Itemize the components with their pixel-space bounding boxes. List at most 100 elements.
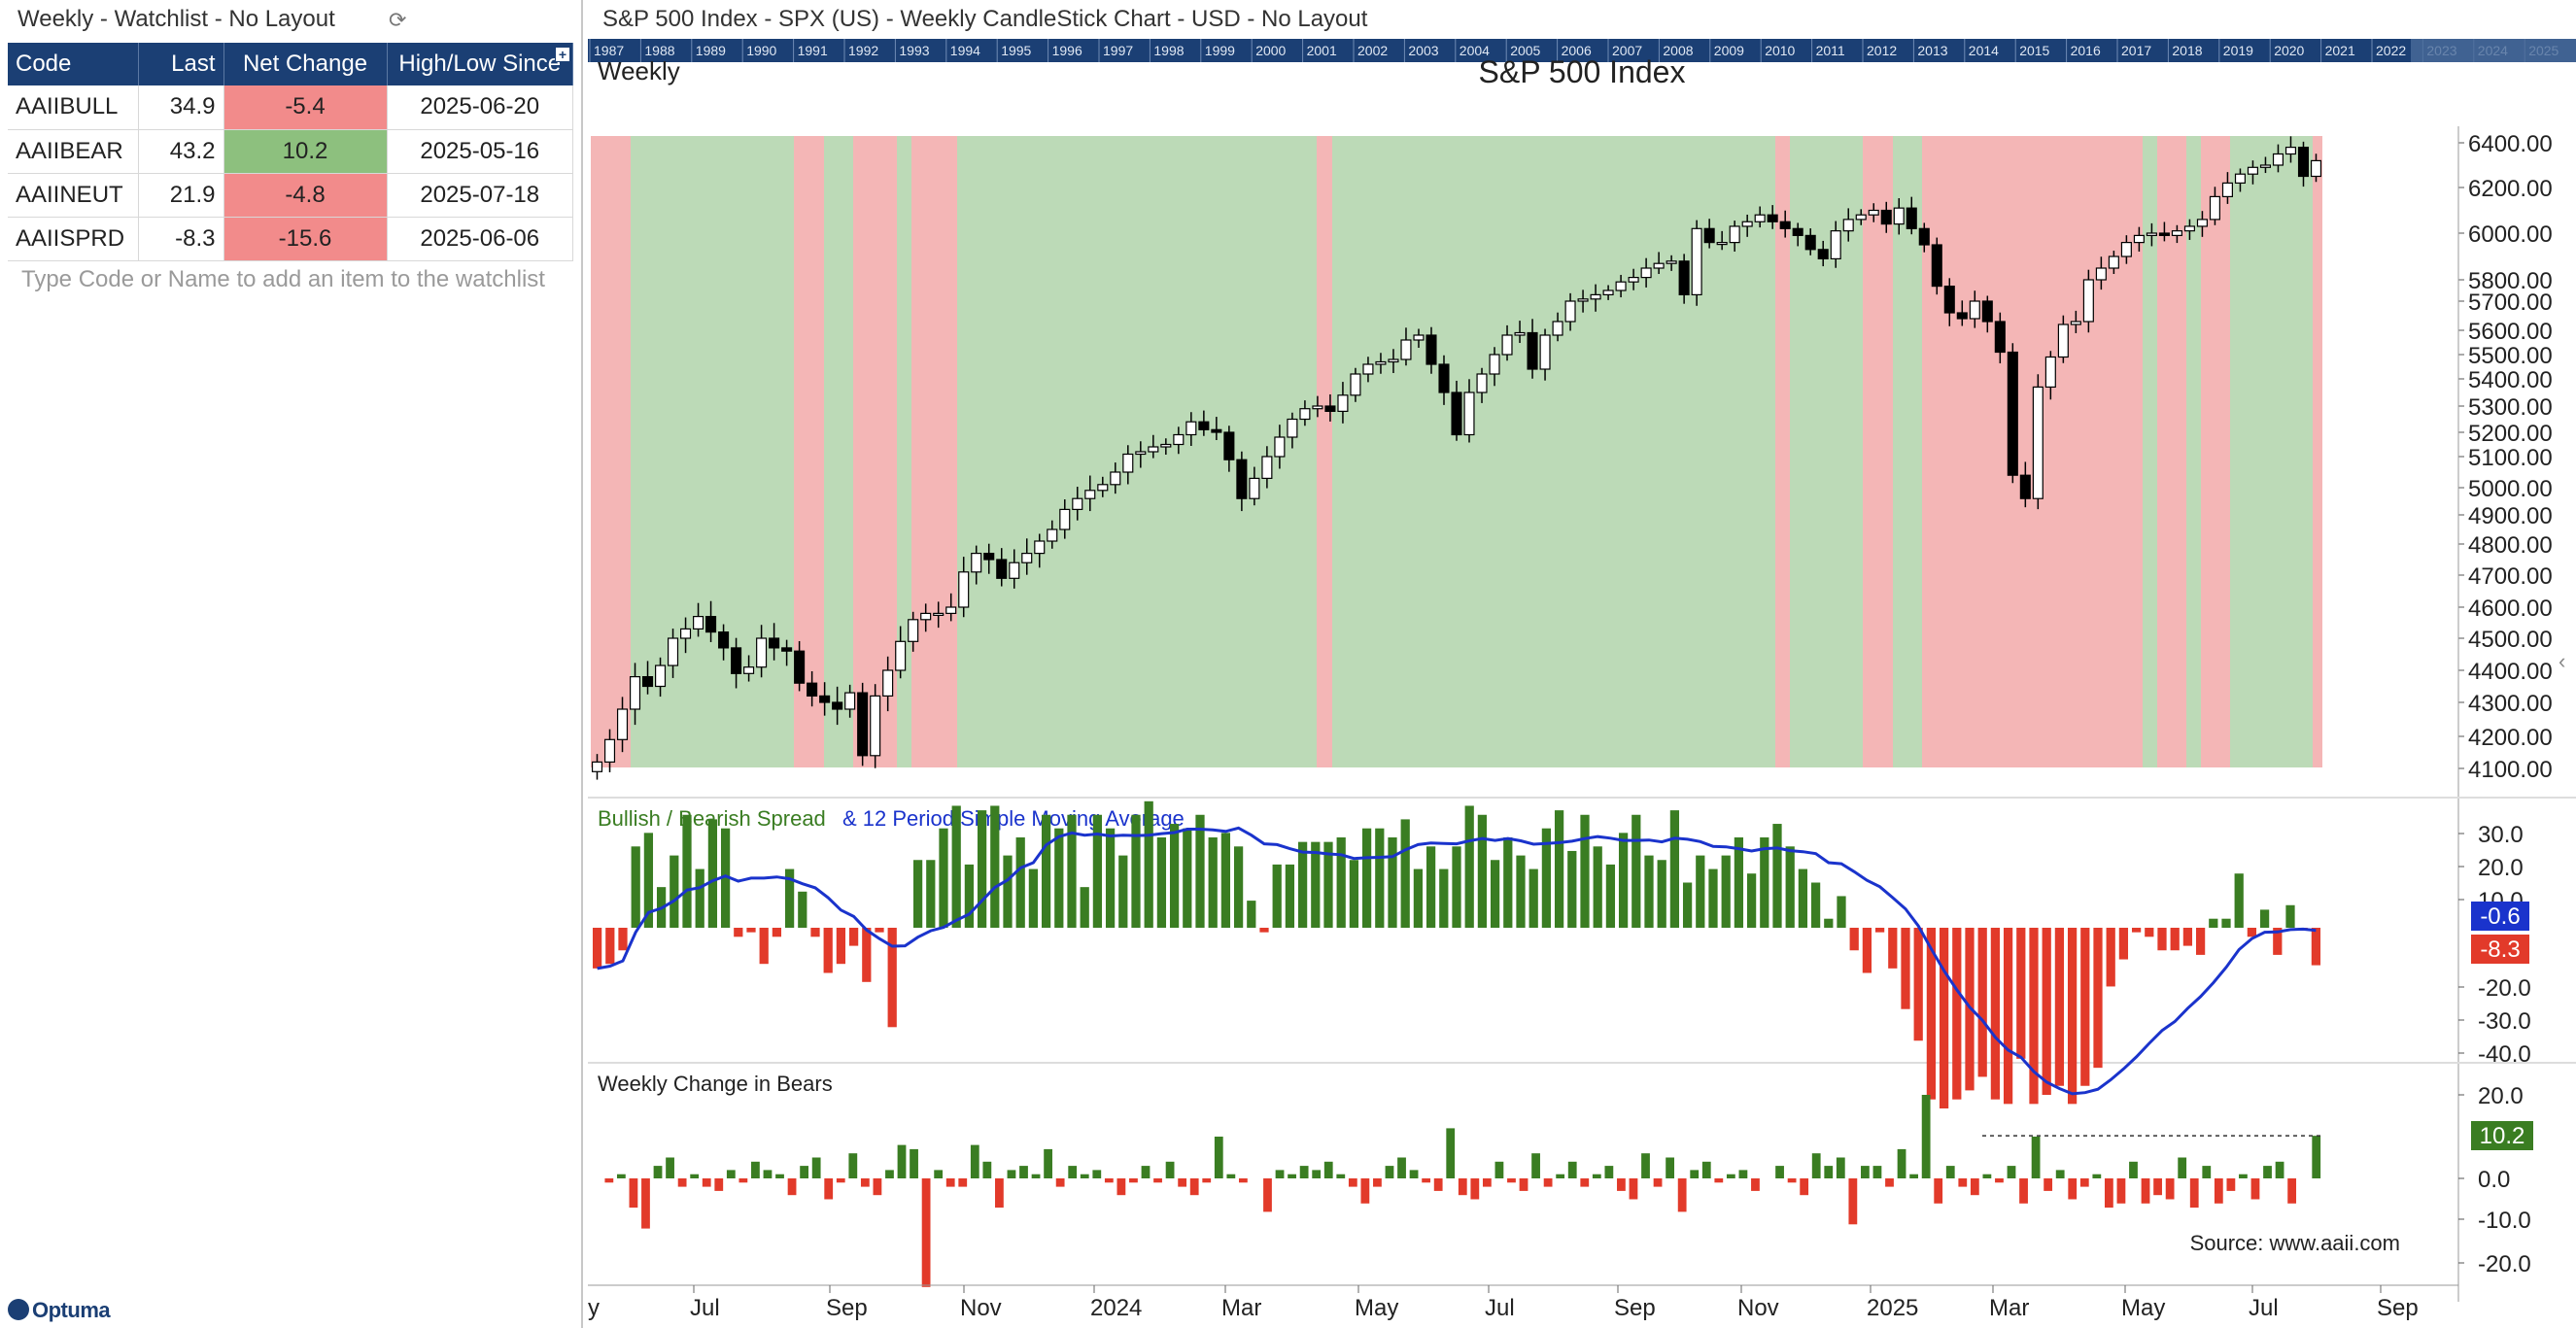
chevron-left-icon[interactable]: ‹	[2559, 649, 2566, 673]
bears-bar-negative	[604, 1178, 614, 1183]
spread-bar-negative	[1913, 928, 1923, 1041]
bears-bar-positive	[910, 1148, 918, 1178]
candle-up	[654, 664, 667, 688]
spread-bar-positive	[1375, 828, 1385, 928]
bearish-zone	[853, 136, 897, 767]
periodicity-label: Weekly	[598, 56, 680, 85]
watchlist-cell-last: 21.9	[138, 173, 224, 218]
timeline-year-label: 2007	[1612, 43, 1642, 58]
date-axis-label: May	[2121, 1295, 2165, 1321]
spread-bar-negative	[1259, 928, 1269, 933]
watchlist-row-aaiibear[interactable]: AAIIBEAR 43.2 10.2 2025-05-16	[8, 129, 573, 174]
spread-bar-negative	[810, 928, 820, 937]
bearish-zone	[911, 136, 957, 767]
date-axis-label: Nov	[1737, 1295, 1779, 1321]
bears-bar-positive	[885, 1170, 894, 1178]
spread-bar-positive	[1772, 824, 1782, 928]
candle-up	[1741, 221, 1753, 227]
bears-bar-positive	[1165, 1161, 1175, 1178]
candle-up	[2057, 323, 2069, 358]
spread-bar-negative	[823, 928, 833, 973]
bears-bar-negative	[1263, 1178, 1272, 1212]
spread-bar-positive	[1580, 814, 1590, 928]
spread-bar-positive	[798, 891, 807, 928]
candle-down	[2019, 474, 2031, 499]
candle-up	[971, 552, 982, 573]
bears-bar-negative	[1238, 1178, 1248, 1183]
spread-bar-positive	[939, 828, 948, 928]
watchlist-row-aaiibull[interactable]: AAIIBULL 34.9 -5.4 2025-06-20	[8, 85, 573, 130]
candle-up	[603, 738, 616, 763]
spread-bar-negative	[1874, 928, 1885, 933]
candle-up	[680, 628, 692, 639]
candle-up	[1135, 451, 1147, 456]
candle-up	[1868, 209, 1879, 216]
candle-down	[1981, 300, 1993, 323]
candle-down	[1236, 459, 1248, 499]
spread-bar-negative	[772, 928, 782, 937]
spread-bar-positive	[1183, 828, 1192, 928]
timeline-year-label: 1993	[899, 43, 929, 58]
refresh-icon[interactable]: ⟳	[389, 8, 407, 32]
price-axis-label: 4700.00	[2468, 563, 2553, 590]
candle-up	[1249, 477, 1260, 499]
candle-up	[882, 669, 894, 697]
spread-bar-negative	[2182, 928, 2193, 946]
bears-bar-negative	[1129, 1178, 1138, 1183]
candle-down	[1779, 221, 1791, 229]
price-axis-label: 4900.00	[2468, 503, 2553, 529]
column-header-last[interactable]: Last	[138, 43, 224, 85]
candle-up	[1072, 497, 1083, 511]
column-header-net-change[interactable]: Net Change	[223, 43, 388, 85]
bears-bar-positive	[2202, 1166, 2212, 1178]
bears-bar-positive	[1945, 1166, 1955, 1178]
candle-down	[1198, 421, 1210, 430]
bears-bar-negative	[1373, 1178, 1382, 1187]
candle-down	[1678, 260, 1690, 296]
bears-bar-negative	[2189, 1178, 2199, 1209]
column-header-code[interactable]: Code	[8, 43, 139, 85]
candle-up	[1754, 214, 1766, 222]
spread-axis-label: -20.0	[2478, 975, 2531, 1002]
spread-bar-positive	[1388, 837, 1397, 928]
timeline-year-label: 2006	[1562, 43, 1592, 58]
spread-bar-positive	[1721, 855, 1731, 928]
bears-bar-positive	[1897, 1148, 1906, 1178]
spread-bar-positive	[1311, 841, 1321, 928]
price-axis-label: 5200.00	[2468, 421, 2553, 447]
spread-bar-positive	[2221, 918, 2231, 928]
bears-bar-positive	[1824, 1166, 1834, 1178]
bearish-zone	[1863, 136, 1893, 767]
watchlist-table: Code Last Net Change High/Low Since AAII…	[8, 43, 573, 261]
timeline-year-label: 2021	[2325, 43, 2355, 58]
bears-bar-positive	[1019, 1166, 1028, 1178]
candle-up	[2108, 255, 2119, 269]
spread-bar-positive	[2209, 918, 2218, 928]
watchlist-row-aaiineut[interactable]: AAIINEUT 21.9 -4.8 2025-07-18	[8, 173, 573, 218]
candle-up	[1160, 443, 1172, 448]
add-column-icon[interactable]: +	[555, 47, 570, 62]
watchlist-row-aaiisprd[interactable]: AAIISPRD -8.3 -15.6 2025-06-06	[8, 217, 573, 261]
candle-up	[1691, 227, 1702, 296]
spread-bar-negative	[862, 928, 872, 982]
spread-bar-negative	[2029, 928, 2039, 1105]
spread-bar-negative	[875, 928, 884, 933]
candle-up	[629, 675, 641, 710]
price-axis-label: 5700.00	[2468, 289, 2553, 316]
bears-bar-positive	[1836, 1157, 1845, 1178]
bears-bar-negative	[945, 1178, 955, 1187]
candle-down	[807, 682, 818, 698]
price-axis-label: 4800.00	[2468, 532, 2553, 559]
chart-canvas[interactable]: 1987 1988 1989 1990 1991 1992 1993 1994 1995 1996…	[588, 39, 2576, 1326]
timeline-year-label: 2009	[1714, 43, 1744, 58]
bears-bar-negative	[1178, 1178, 1187, 1187]
bears-bar-positive	[1567, 1161, 1577, 1178]
add-item-input[interactable]: Type Code or Name to add an item to the …	[21, 266, 545, 292]
bears-bar-positive	[2275, 1161, 2284, 1178]
spread-bar-positive	[1452, 846, 1461, 928]
candle-up	[1855, 214, 1867, 221]
column-header-high-low-since[interactable]: High/Low Since	[387, 43, 573, 85]
watchlist-cell-net-change: -4.8	[223, 173, 388, 218]
candle-up	[616, 708, 629, 740]
spread-bar-positive	[1477, 814, 1488, 928]
